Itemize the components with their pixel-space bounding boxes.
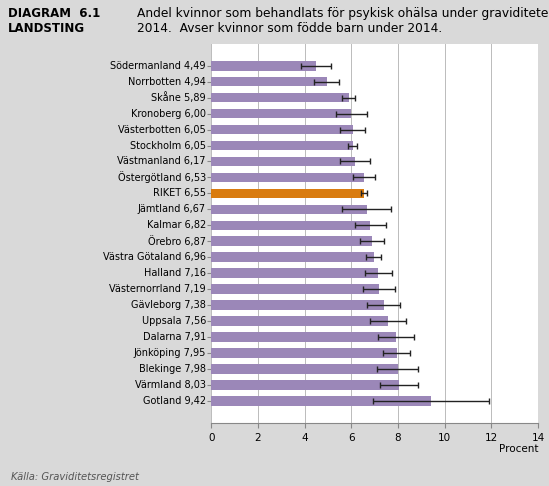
Bar	[211, 221, 371, 230]
Bar	[211, 141, 352, 150]
Text: Källa: Graviditetsregistret: Källa: Graviditetsregistret	[11, 472, 139, 482]
Text: Halland 7,16: Halland 7,16	[144, 268, 206, 278]
Bar	[211, 332, 396, 342]
Text: Gotland 9,42: Gotland 9,42	[143, 396, 206, 406]
Text: Kronoberg 6,00: Kronoberg 6,00	[131, 108, 206, 119]
Bar	[211, 396, 431, 406]
Text: DIAGRAM  6.1
LANDSTING: DIAGRAM 6.1 LANDSTING	[8, 7, 100, 35]
Text: Västmanland 6,17: Västmanland 6,17	[117, 156, 206, 167]
Text: Jönköping 7,95: Jönköping 7,95	[133, 348, 206, 358]
Text: Gävleborg 7,38: Gävleborg 7,38	[131, 300, 206, 310]
Bar	[211, 364, 397, 374]
Text: Skåne 5,89: Skåne 5,89	[152, 92, 206, 103]
Text: RIKET 6,55: RIKET 6,55	[153, 189, 206, 198]
Text: Kalmar 6,82: Kalmar 6,82	[147, 220, 206, 230]
Bar	[211, 156, 355, 166]
Text: Blekinge 7,98: Blekinge 7,98	[139, 364, 206, 374]
Bar	[211, 77, 327, 87]
Bar	[211, 125, 352, 134]
Bar	[211, 173, 364, 182]
Bar	[211, 348, 397, 358]
Bar	[211, 93, 349, 103]
Text: Stockholm 6,05: Stockholm 6,05	[130, 140, 206, 151]
Text: Värmland 8,03: Värmland 8,03	[135, 380, 206, 390]
Text: Västra Götaland 6,96: Västra Götaland 6,96	[103, 252, 206, 262]
Bar	[211, 61, 316, 70]
Text: Östergötland 6,53: Östergötland 6,53	[117, 172, 206, 183]
Bar	[211, 237, 372, 246]
Text: Västernorrland 7,19: Västernorrland 7,19	[109, 284, 206, 294]
Bar	[211, 380, 399, 390]
Text: Norrbotten 4,94: Norrbotten 4,94	[128, 77, 206, 87]
Text: Uppsala 7,56: Uppsala 7,56	[142, 316, 206, 326]
Bar	[211, 316, 388, 326]
Text: Örebro 6,87: Örebro 6,87	[148, 236, 206, 247]
Bar	[211, 109, 351, 119]
Bar	[211, 252, 374, 262]
Text: Södermanland 4,49: Södermanland 4,49	[110, 61, 206, 71]
Bar	[211, 205, 367, 214]
X-axis label: Procent: Procent	[498, 444, 538, 453]
Bar	[211, 189, 364, 198]
Text: Dalarna 7,91: Dalarna 7,91	[143, 332, 206, 342]
Text: Västerbotten 6,05: Västerbotten 6,05	[118, 124, 206, 135]
Bar	[211, 300, 384, 310]
Bar	[211, 284, 379, 294]
Text: Jämtland 6,67: Jämtland 6,67	[138, 204, 206, 214]
Bar	[211, 268, 378, 278]
Text: Andel kvinnor som behandlats för psykisk ohälsa under graviditeten,
2014.  Avser: Andel kvinnor som behandlats för psykisk…	[137, 7, 549, 35]
